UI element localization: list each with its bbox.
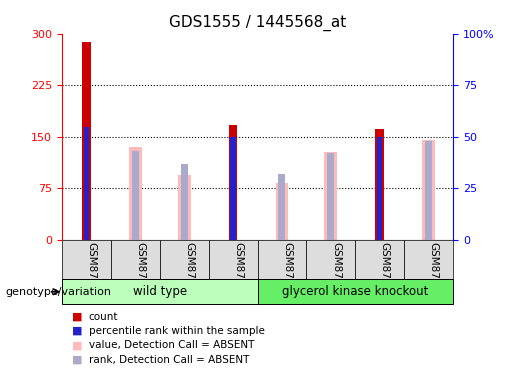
Bar <box>258 240 306 279</box>
Bar <box>160 240 209 279</box>
Bar <box>258 279 453 304</box>
Text: glycerol kinase knockout: glycerol kinase knockout <box>282 285 428 298</box>
Bar <box>425 141 432 240</box>
Title: GDS1555 / 1445568_at: GDS1555 / 1445568_at <box>169 15 346 31</box>
Text: ■: ■ <box>72 326 82 336</box>
Text: GSM87838: GSM87838 <box>331 242 341 299</box>
Text: GSM87839: GSM87839 <box>380 242 390 299</box>
Text: GSM87836: GSM87836 <box>233 242 243 299</box>
Bar <box>230 137 236 240</box>
Bar <box>375 129 384 240</box>
Text: ■: ■ <box>72 312 82 322</box>
Text: wild type: wild type <box>132 285 187 298</box>
Bar <box>377 137 383 240</box>
Text: ■: ■ <box>72 355 82 364</box>
Bar <box>111 240 160 279</box>
Bar <box>62 240 111 279</box>
Text: ■: ■ <box>72 340 82 350</box>
Text: genotype/variation: genotype/variation <box>5 287 111 297</box>
Text: value, Detection Call = ABSENT: value, Detection Call = ABSENT <box>89 340 254 350</box>
Bar <box>276 183 288 240</box>
Bar <box>178 175 191 240</box>
Bar <box>62 279 258 304</box>
Bar <box>129 147 142 240</box>
Bar <box>279 174 285 240</box>
Bar <box>62 240 453 279</box>
Bar <box>83 127 89 240</box>
Bar <box>181 164 187 240</box>
Bar <box>324 152 337 240</box>
Text: count: count <box>89 312 118 322</box>
Text: GSM87835: GSM87835 <box>184 242 194 299</box>
Text: GSM87834: GSM87834 <box>135 242 145 299</box>
Text: GSM87837: GSM87837 <box>282 242 292 299</box>
Bar <box>229 124 237 240</box>
Bar <box>132 151 139 240</box>
Bar <box>355 240 404 279</box>
Text: GSM87840: GSM87840 <box>428 242 439 298</box>
Text: GSM87833: GSM87833 <box>86 242 96 299</box>
Bar <box>82 42 91 240</box>
Text: percentile rank within the sample: percentile rank within the sample <box>89 326 265 336</box>
Bar <box>209 240 258 279</box>
Bar <box>328 153 334 240</box>
Bar <box>422 140 435 240</box>
Bar <box>404 240 453 279</box>
Bar <box>306 240 355 279</box>
Text: rank, Detection Call = ABSENT: rank, Detection Call = ABSENT <box>89 355 249 364</box>
